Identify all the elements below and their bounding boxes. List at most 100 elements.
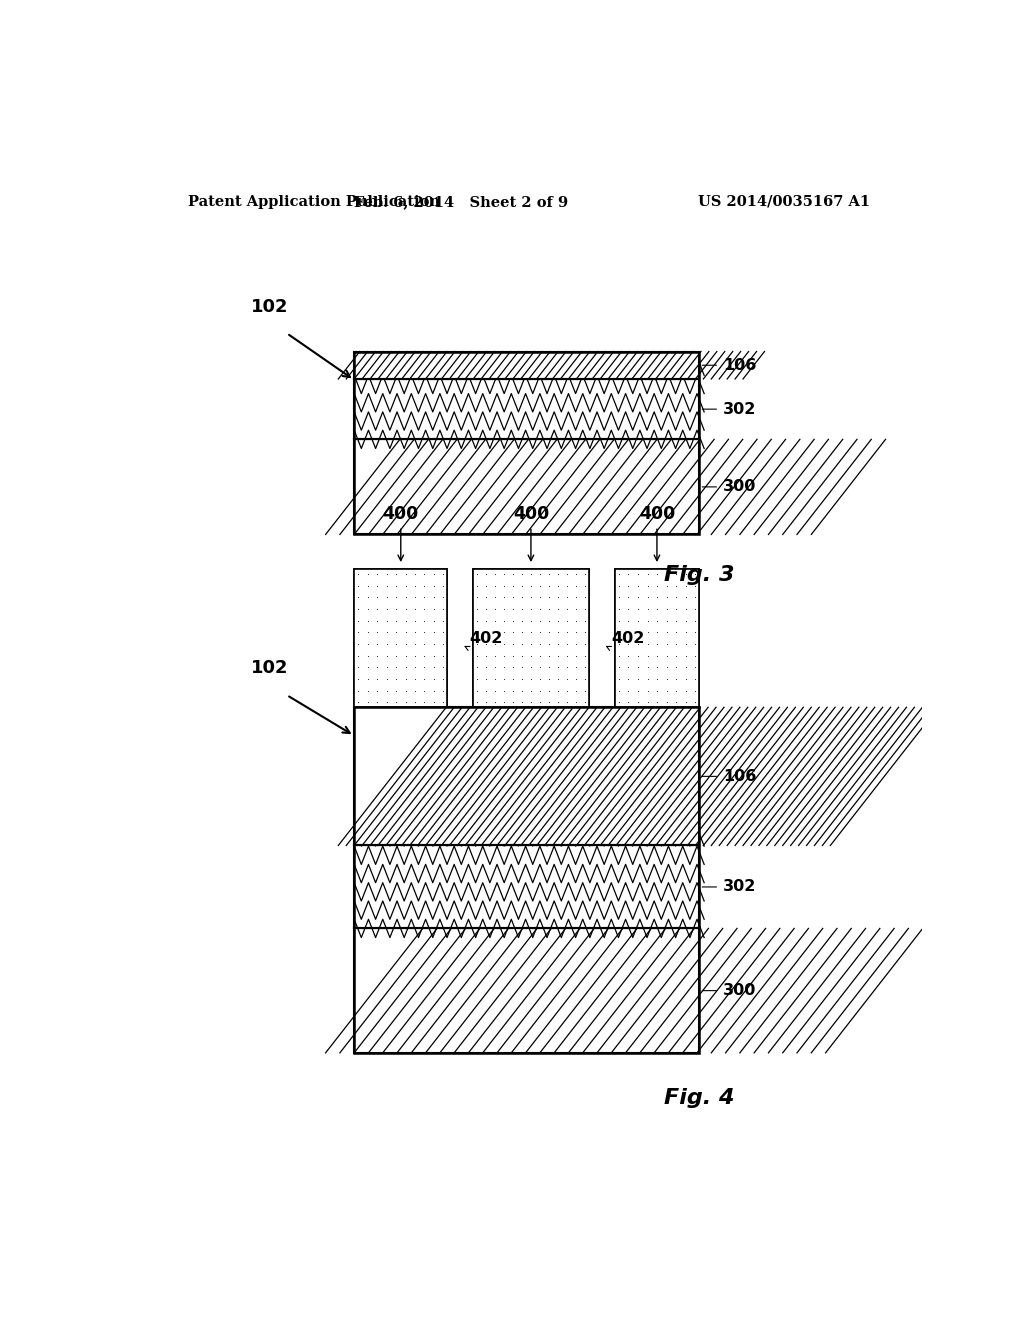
Point (649, 634, 666, 655)
Point (550, 576, 566, 597)
Point (567, 622, 584, 643)
Point (687, 668, 703, 689)
Point (426, 656, 442, 677)
Point (559, 610, 575, 631)
Point (550, 668, 566, 689)
Point (379, 692, 395, 713)
Point (531, 564, 548, 585)
Point (350, 610, 367, 631)
Point (621, 598, 637, 619)
Point (630, 576, 646, 597)
Point (505, 692, 521, 713)
Bar (354, 569, 447, 708)
Point (469, 564, 485, 585)
Point (397, 576, 414, 597)
Bar (354, 708, 699, 846)
Point (621, 645, 637, 667)
Point (639, 610, 655, 631)
Point (435, 634, 452, 655)
Point (487, 634, 504, 655)
Point (478, 610, 495, 631)
Point (630, 610, 646, 631)
Point (379, 645, 395, 667)
Point (496, 680, 512, 701)
Point (531, 680, 548, 701)
Point (350, 668, 367, 689)
Point (514, 634, 530, 655)
Point (514, 680, 530, 701)
Text: 400: 400 (639, 506, 675, 523)
Point (388, 610, 404, 631)
Point (649, 692, 666, 713)
Point (487, 564, 504, 585)
Bar (614, 569, 699, 708)
Point (496, 598, 512, 619)
Point (407, 576, 423, 597)
Point (550, 692, 566, 713)
Point (678, 576, 694, 597)
Point (369, 656, 385, 677)
Point (407, 645, 423, 667)
Point (487, 656, 504, 677)
Point (687, 564, 703, 585)
Point (359, 656, 376, 677)
Point (687, 692, 703, 713)
Point (379, 598, 395, 619)
Point (658, 564, 675, 585)
Point (379, 680, 395, 701)
Point (505, 645, 521, 667)
Point (567, 668, 584, 689)
Point (678, 598, 694, 619)
Point (687, 598, 703, 619)
Point (639, 680, 655, 701)
Text: 106: 106 (723, 768, 757, 784)
Point (487, 692, 504, 713)
Point (496, 692, 512, 713)
Point (649, 564, 666, 585)
Point (435, 587, 452, 609)
Point (496, 645, 512, 667)
Point (559, 634, 575, 655)
Text: Fig. 4: Fig. 4 (665, 1089, 734, 1109)
Point (505, 656, 521, 677)
Point (577, 656, 593, 677)
Text: 300: 300 (723, 479, 757, 495)
Point (379, 634, 395, 655)
Point (523, 634, 540, 655)
Point (610, 656, 627, 677)
Text: 400: 400 (383, 506, 419, 523)
Point (417, 622, 433, 643)
Point (541, 587, 557, 609)
Point (379, 622, 395, 643)
Point (687, 680, 703, 701)
Point (487, 645, 504, 667)
Point (523, 564, 540, 585)
Point (610, 587, 627, 609)
Point (577, 668, 593, 689)
Point (649, 598, 666, 619)
Text: 102: 102 (251, 659, 289, 677)
Point (435, 645, 452, 667)
Point (577, 564, 593, 585)
Point (350, 656, 367, 677)
Bar (354, 440, 699, 535)
Point (550, 656, 566, 677)
Point (550, 587, 566, 609)
Point (649, 610, 666, 631)
Point (514, 587, 530, 609)
Point (577, 598, 593, 619)
Point (610, 622, 627, 643)
Point (469, 622, 485, 643)
Point (639, 587, 655, 609)
Point (523, 598, 540, 619)
Point (639, 692, 655, 713)
Point (388, 680, 404, 701)
Point (369, 564, 385, 585)
Point (550, 610, 566, 631)
Point (505, 634, 521, 655)
Point (630, 656, 646, 677)
Point (350, 645, 367, 667)
Point (523, 668, 540, 689)
Point (505, 598, 521, 619)
Point (658, 656, 675, 677)
